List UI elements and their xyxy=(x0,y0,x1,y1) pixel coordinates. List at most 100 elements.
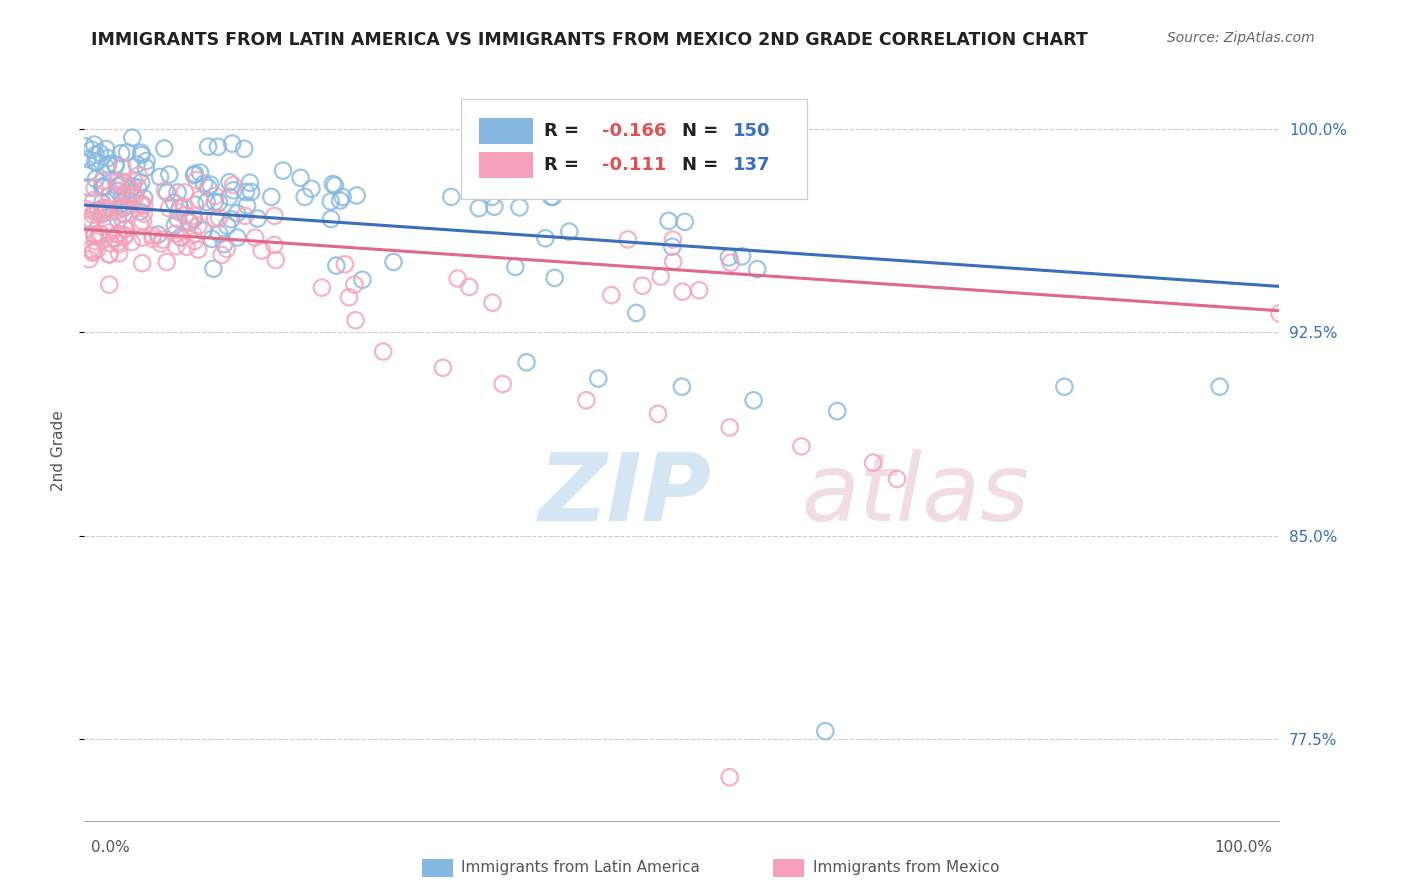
Point xyxy=(193,223,215,237)
Point xyxy=(156,255,179,269)
Point xyxy=(458,280,481,294)
Point xyxy=(193,177,215,191)
Point xyxy=(718,420,741,434)
Point xyxy=(129,176,152,190)
Point xyxy=(271,163,294,178)
Point xyxy=(111,161,134,175)
Point xyxy=(76,152,98,166)
Point xyxy=(94,202,117,216)
FancyBboxPatch shape xyxy=(479,118,533,144)
Point xyxy=(114,221,136,235)
Point xyxy=(134,198,156,212)
Point xyxy=(219,212,242,227)
Point xyxy=(91,205,114,219)
Point xyxy=(260,190,283,204)
Point xyxy=(127,180,149,194)
Point xyxy=(131,148,153,162)
Text: atlas: atlas xyxy=(801,450,1029,541)
Point xyxy=(80,213,103,227)
Point xyxy=(263,238,285,252)
Point xyxy=(117,199,139,213)
Point xyxy=(83,193,105,207)
Point xyxy=(201,232,224,246)
Point xyxy=(75,139,97,153)
Point xyxy=(114,228,136,243)
Point xyxy=(742,393,765,408)
Point xyxy=(233,209,256,223)
Point xyxy=(83,137,105,152)
Point xyxy=(83,227,105,242)
Point xyxy=(717,251,740,265)
Point xyxy=(129,145,152,160)
Point xyxy=(131,256,153,270)
Point xyxy=(174,208,197,222)
Point xyxy=(80,143,103,157)
Point xyxy=(650,269,672,284)
Point xyxy=(186,173,208,187)
Point xyxy=(662,233,685,247)
Point xyxy=(492,377,515,392)
Point xyxy=(184,197,207,211)
Point xyxy=(540,190,562,204)
Point xyxy=(250,244,273,258)
Point xyxy=(731,249,754,263)
Point xyxy=(446,271,468,285)
Point xyxy=(90,227,112,242)
Point xyxy=(176,240,198,254)
Point xyxy=(91,179,114,194)
Point xyxy=(177,215,200,229)
Point xyxy=(112,207,135,221)
Point xyxy=(169,230,191,244)
Point xyxy=(169,201,191,215)
Point xyxy=(107,184,129,198)
Point xyxy=(112,187,135,202)
Point xyxy=(233,142,256,156)
Point xyxy=(98,247,121,261)
Text: Source: ZipAtlas.com: Source: ZipAtlas.com xyxy=(1167,31,1315,45)
Point xyxy=(290,170,312,185)
Point xyxy=(94,203,117,218)
Point xyxy=(105,176,128,190)
Point xyxy=(440,190,463,204)
Point xyxy=(104,187,127,202)
Point xyxy=(174,186,197,200)
Point xyxy=(332,190,354,204)
Point xyxy=(82,208,104,222)
Point xyxy=(212,237,235,252)
Point xyxy=(83,181,105,195)
Point xyxy=(246,211,269,226)
Point xyxy=(107,179,129,194)
Point xyxy=(129,204,152,219)
Point xyxy=(346,188,368,202)
Point xyxy=(671,380,693,394)
Point xyxy=(200,178,222,192)
Point xyxy=(319,212,342,227)
Point xyxy=(110,196,132,211)
Point xyxy=(222,178,245,193)
Point xyxy=(97,226,120,240)
Point xyxy=(631,278,654,293)
Text: N =: N = xyxy=(682,121,724,140)
Point xyxy=(114,222,136,236)
Point xyxy=(157,168,180,182)
Point xyxy=(468,201,491,215)
Point xyxy=(125,157,148,171)
Text: R =: R = xyxy=(544,121,586,140)
Point xyxy=(319,194,342,209)
Point xyxy=(588,371,610,385)
Point xyxy=(575,393,598,408)
Point xyxy=(544,271,567,285)
Point xyxy=(128,217,150,231)
Point xyxy=(108,246,131,260)
Point xyxy=(73,212,96,227)
Point xyxy=(135,161,157,175)
Point xyxy=(790,439,813,453)
Point xyxy=(129,196,152,211)
Point xyxy=(484,200,506,214)
Point xyxy=(86,155,108,169)
Point xyxy=(132,214,155,228)
Point xyxy=(82,245,104,260)
Point xyxy=(98,277,121,292)
Point xyxy=(104,158,127,172)
Point xyxy=(97,157,120,171)
